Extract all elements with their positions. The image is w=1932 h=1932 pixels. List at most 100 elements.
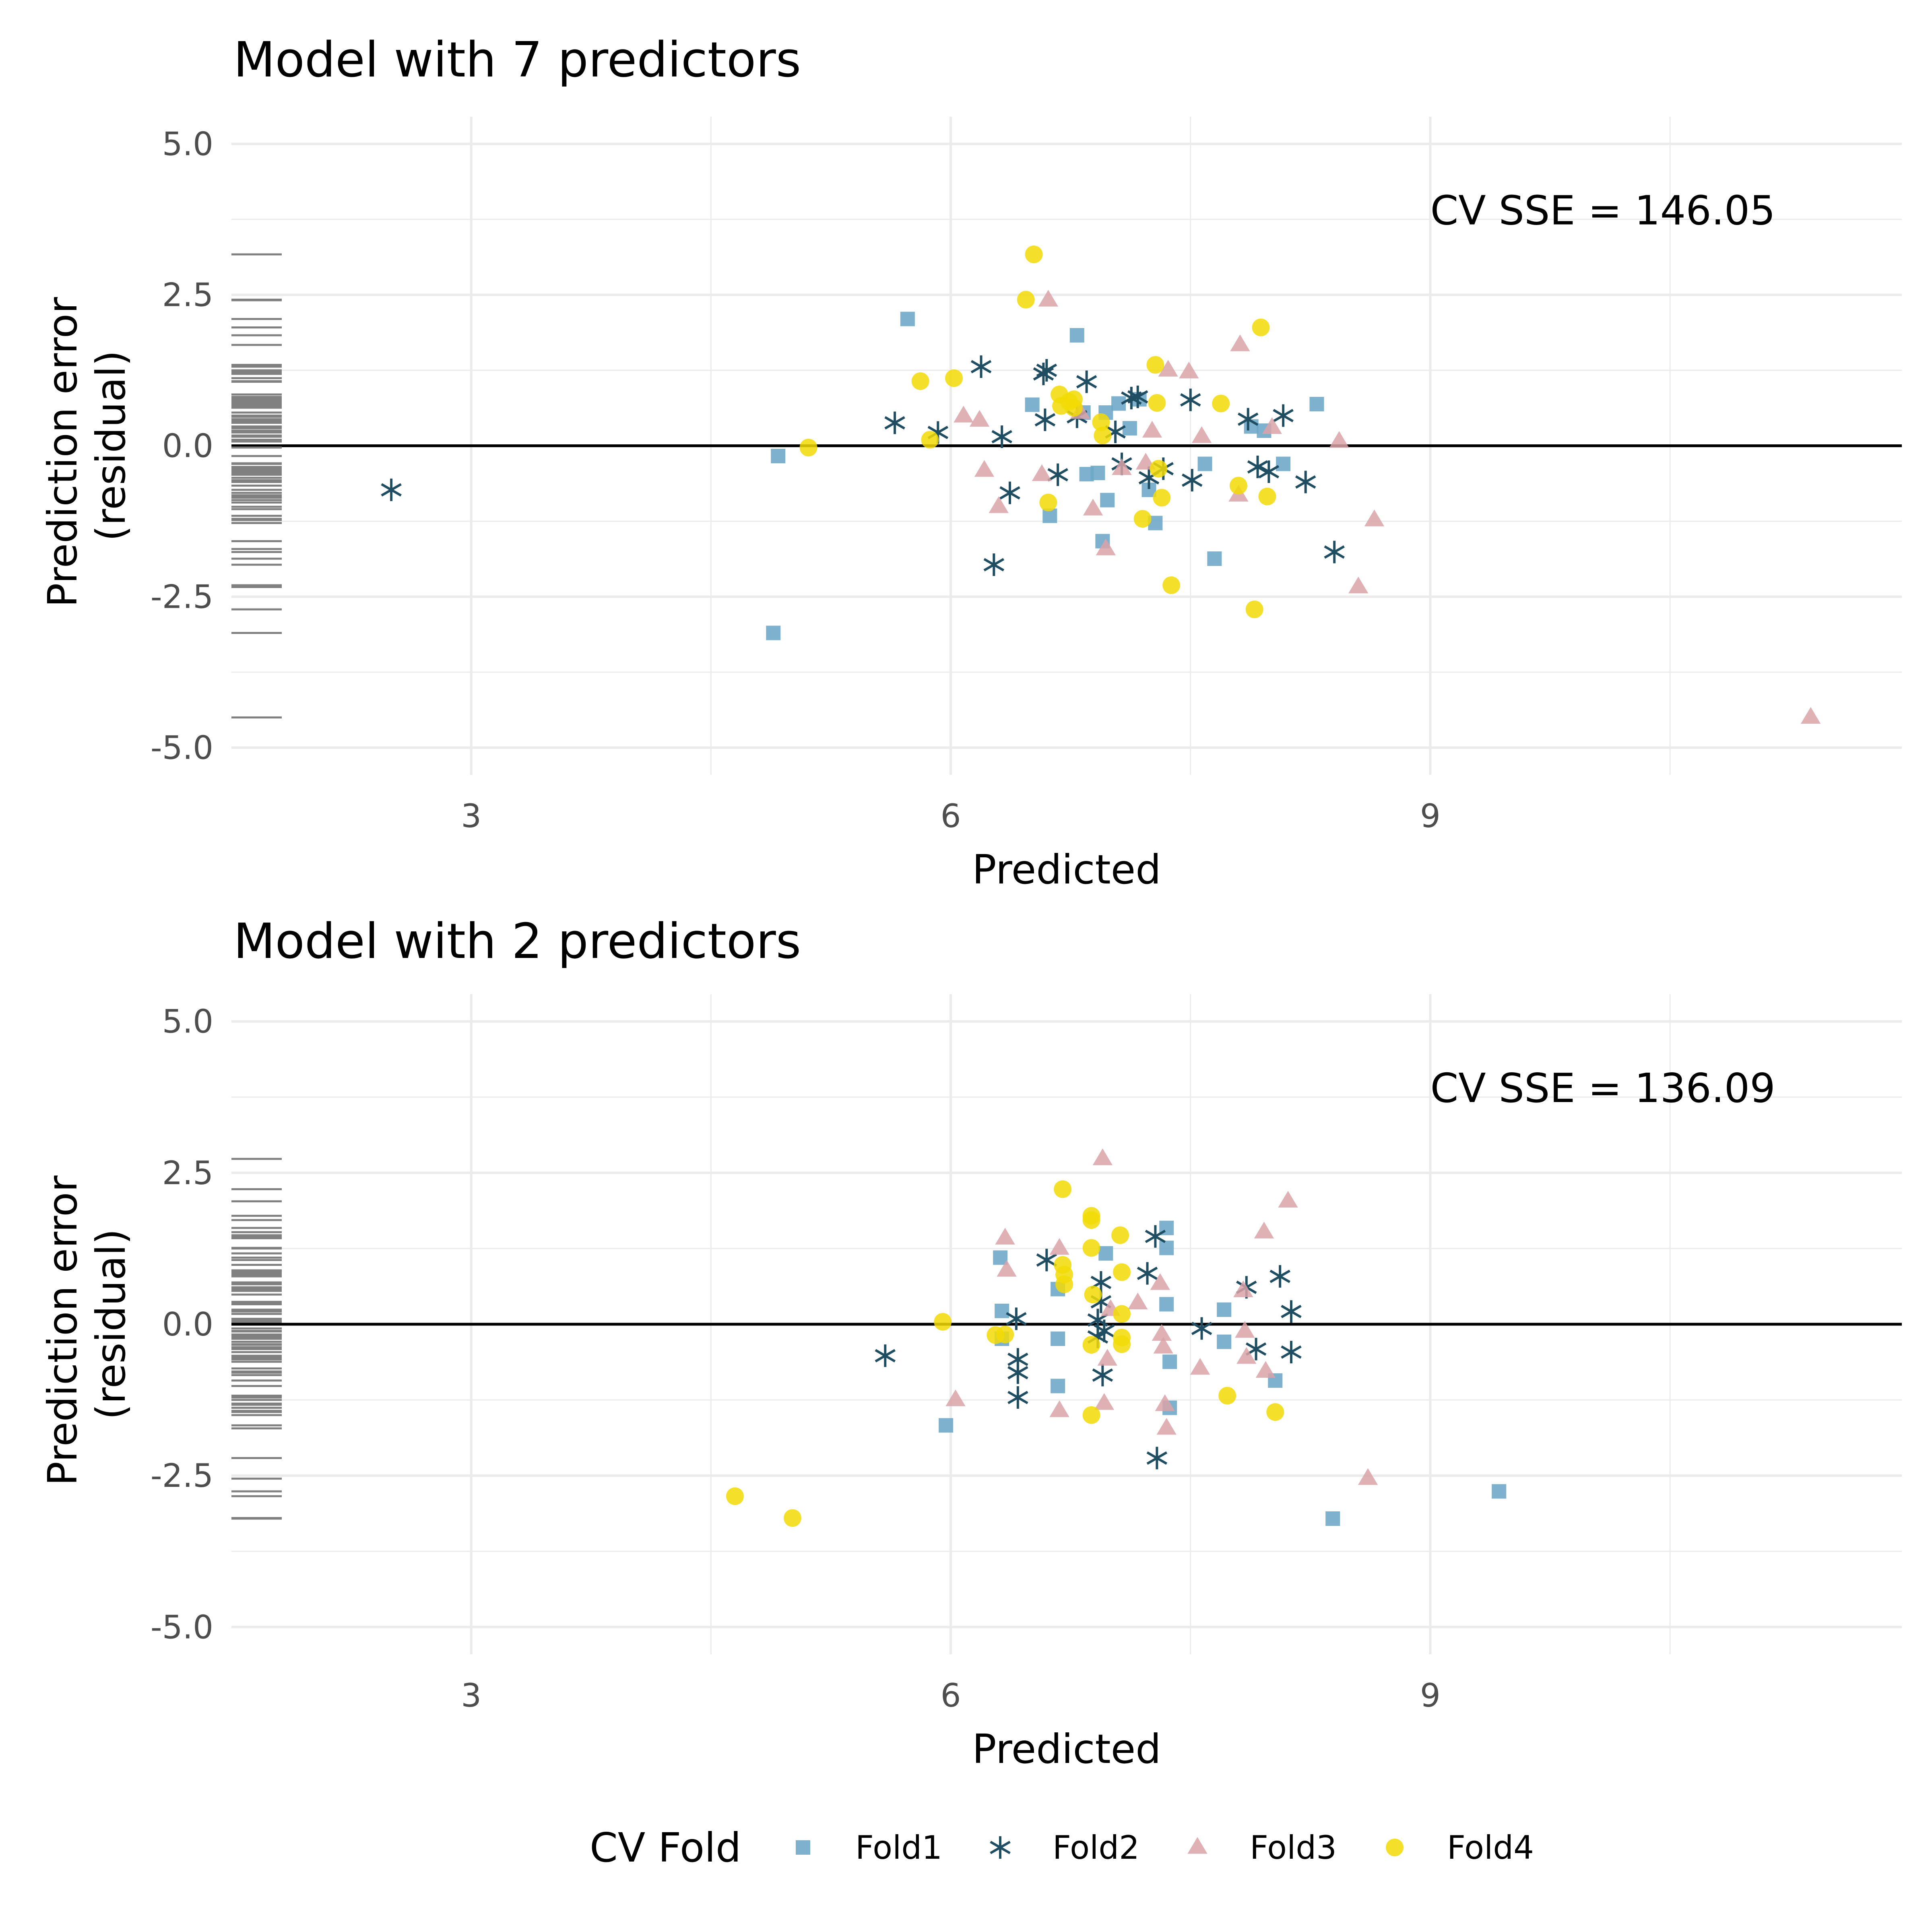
- fold3-point: [1191, 426, 1212, 443]
- fold3-point: [954, 406, 974, 423]
- fold4-point: [1146, 356, 1164, 374]
- fold3-point: [1083, 499, 1103, 516]
- x-tick-label: 6: [941, 797, 961, 835]
- fold4-point: [1054, 1180, 1072, 1198]
- fold2-point: [1247, 456, 1268, 478]
- y-tick-label: -5.0: [151, 1608, 213, 1646]
- fold2-point: [1094, 1319, 1115, 1342]
- top-panel: Model with 7 predictors 3 6 9 -5.0 -2.5 0.0 2.…: [39, 32, 1902, 893]
- fold3-point: [1155, 1394, 1175, 1411]
- fold2-point: [1273, 404, 1294, 427]
- fold2-point: [1033, 363, 1054, 385]
- fold4-point: [1162, 576, 1181, 594]
- fold2-point: [1036, 1249, 1057, 1271]
- tick-labels: 3 6 9 -5.0 -2.5 0.0 2.5 5.0: [151, 1003, 1441, 1714]
- grid-lines: [231, 994, 1902, 1654]
- fold3-point: [1153, 1337, 1173, 1354]
- fold1-point: [1159, 1297, 1174, 1312]
- fold1-point: [1069, 328, 1084, 343]
- y-tick-label: -2.5: [151, 1457, 213, 1494]
- fold3-point: [1128, 1292, 1148, 1309]
- fold3-point: [989, 496, 1009, 513]
- fold4-point: [1212, 394, 1230, 413]
- fold2-point: [999, 481, 1020, 504]
- legend-items: Fold1 Fold2 Fold3 Fold4: [796, 1829, 1534, 1866]
- fold2-point: [1145, 1225, 1166, 1248]
- fold2-point: [1281, 1341, 1302, 1364]
- fold4-point: [1266, 1403, 1284, 1421]
- y-tick-label: 0.0: [162, 1306, 213, 1343]
- asterisk-icon: [990, 1836, 1011, 1859]
- fold3-point: [1158, 360, 1178, 377]
- grid-lines: [231, 117, 1902, 775]
- fold2-point: [1076, 370, 1097, 393]
- fold2-point: [381, 479, 402, 501]
- fold4-point: [1153, 489, 1171, 507]
- data-points: [381, 246, 1821, 724]
- fold3-point: [1094, 1393, 1115, 1410]
- fold1-point: [1025, 397, 1040, 412]
- legend-item-fold2: Fold2: [990, 1829, 1139, 1866]
- fold4-point: [1252, 318, 1270, 336]
- fold2-point: [1137, 1262, 1158, 1285]
- fold3-point: [997, 1260, 1017, 1277]
- panel-title: Model with 7 predictors: [233, 32, 801, 88]
- fold2-point: [1269, 1265, 1290, 1288]
- fold4-point: [1229, 477, 1247, 495]
- fold4-point: [1111, 1226, 1129, 1244]
- legend: CV Fold Fold1 Fold2 Fold3 Fold4: [590, 1824, 1534, 1871]
- fold1-point: [1162, 1354, 1177, 1369]
- y-tick-label: 0.0: [162, 427, 213, 465]
- y-tick-label: 2.5: [162, 1154, 213, 1192]
- fold2-point: [1034, 409, 1056, 431]
- fold4-point: [1017, 291, 1035, 309]
- fold4-point: [799, 439, 817, 456]
- fold2-point: [1036, 359, 1057, 382]
- fold2-point: [1007, 1361, 1028, 1384]
- fold4-point: [1055, 1275, 1073, 1293]
- fold3-point: [1142, 421, 1162, 438]
- square-icon: [796, 1840, 810, 1855]
- fold4-point: [1082, 1239, 1100, 1257]
- x-tick-label: 9: [1420, 1677, 1441, 1714]
- fold2-point: [983, 553, 1005, 576]
- fold2-point: [1281, 1300, 1302, 1323]
- circle-icon: [1386, 1839, 1404, 1856]
- fold1-point: [1122, 421, 1137, 436]
- fold3-point: [1235, 1321, 1255, 1338]
- fold4-point: [1084, 1286, 1102, 1304]
- fold3-point: [1179, 361, 1199, 379]
- fold4-point: [911, 372, 929, 390]
- y-axis-label-line1: Prediction error: [39, 1175, 86, 1486]
- fold2-point: [1191, 1317, 1212, 1340]
- fold3-point: [1255, 1361, 1276, 1378]
- legend-label: Fold2: [1053, 1829, 1139, 1866]
- data-points: [726, 1148, 1507, 1527]
- x-axis-label: Predicted: [972, 846, 1161, 893]
- fold1-point: [1197, 456, 1212, 471]
- fold1-point: [766, 625, 781, 640]
- x-tick-label: 9: [1420, 797, 1441, 835]
- x-axis-label: Predicted: [972, 1726, 1161, 1773]
- y-axis-label-line2: (residual): [87, 1229, 134, 1420]
- fold2-point: [1007, 1386, 1028, 1409]
- fold2-point: [1127, 386, 1148, 408]
- y-tick-label: 5.0: [162, 126, 213, 163]
- fold4-point: [1113, 1305, 1131, 1323]
- fold2-point: [970, 355, 992, 378]
- cv-sse-annotation: CV SSE = 146.05: [1430, 187, 1775, 234]
- x-tick-label: 3: [461, 1677, 481, 1714]
- fold3-point: [974, 460, 995, 477]
- fold2-point: [1146, 1447, 1168, 1470]
- y-axis-label-line2: (residual): [87, 350, 134, 541]
- legend-item-fold4: Fold4: [1386, 1829, 1534, 1866]
- fold1-point: [771, 449, 786, 463]
- fold4-point: [1113, 1263, 1131, 1281]
- fold1-point: [1217, 1302, 1232, 1317]
- fold1-point: [993, 1250, 1008, 1265]
- fold3-point: [1364, 510, 1385, 526]
- fold1-point: [1207, 551, 1222, 566]
- fold3-point: [1097, 1349, 1117, 1366]
- fold3-point: [1032, 464, 1052, 481]
